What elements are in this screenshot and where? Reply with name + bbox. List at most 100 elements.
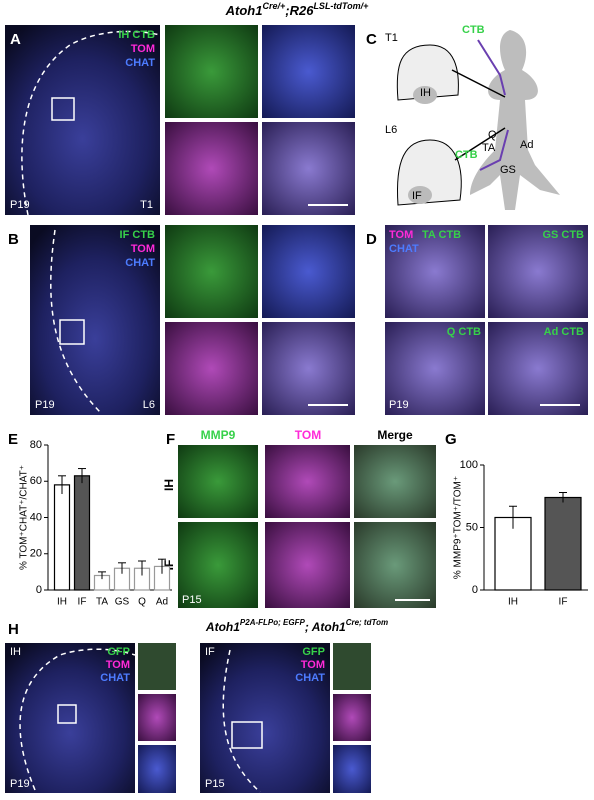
age-label: P19 <box>10 199 30 211</box>
inset-box <box>57 704 77 724</box>
image <box>165 122 258 215</box>
level-label: T1 <box>140 199 153 211</box>
figure-title: Atoh1Cre/+;R26LSL-tdTom/+ <box>225 1 369 18</box>
image <box>262 322 355 415</box>
outline <box>19 648 136 791</box>
y-tick-label: 20 <box>30 548 42 560</box>
bar <box>494 516 532 591</box>
title-sup: LSL-tdTom/+ <box>313 1 369 11</box>
panel-letter: C <box>366 31 377 48</box>
arrow <box>454 127 506 161</box>
channel-label: CHAT <box>100 672 130 684</box>
tracer-label: CTB <box>455 149 478 161</box>
age-label: P19 <box>389 399 409 411</box>
image <box>138 643 176 690</box>
inset-box <box>231 721 263 749</box>
channel-label: TOM <box>131 243 155 255</box>
panel-f: F MMP9 TOM Merge IH IF P15 <box>162 428 436 608</box>
title-part: ;R26 <box>285 3 314 18</box>
image <box>333 643 371 690</box>
channel-label: CHAT <box>389 243 419 255</box>
panel-letter: F <box>166 431 175 448</box>
y-tick-label: 40 <box>30 511 42 523</box>
arrow <box>451 69 506 98</box>
y-tick-label: 60 <box>30 475 42 487</box>
panel-letter: E <box>8 431 18 448</box>
x-tick-label: IF <box>559 597 568 608</box>
panel-h: H Atoh1P2A-FLPo; EGFP; Atoh1Cre; tdTom I… <box>5 618 388 793</box>
channel-label: TOM <box>389 229 413 241</box>
image <box>30 225 160 415</box>
image <box>354 522 436 608</box>
image <box>265 522 350 608</box>
channel-label: GFP <box>302 646 325 658</box>
x-tick-label: Q <box>138 597 146 608</box>
channel-label: IF CTB <box>120 229 155 241</box>
title-part: Atoh1 <box>205 620 240 634</box>
title-sup: Cre; tdTom <box>346 618 388 627</box>
region-label: IH <box>10 646 21 658</box>
channel-label: GS CTB <box>542 229 584 241</box>
image <box>333 745 371 793</box>
bar <box>544 496 582 591</box>
outline <box>222 649 261 793</box>
x-tick-label: IH <box>508 597 518 608</box>
image <box>385 322 485 415</box>
age-label: P15 <box>182 594 202 606</box>
panel-letter: A <box>10 31 21 48</box>
image <box>262 25 355 118</box>
x-tick-label: Ad <box>156 597 168 608</box>
outline <box>21 30 161 216</box>
muscle-label: Q <box>488 129 497 141</box>
y-tick-label: 0 <box>472 584 478 596</box>
row-label: IH <box>162 479 176 491</box>
title-sup: Cre/+ <box>262 1 286 11</box>
muscle-label: GS <box>500 164 516 176</box>
image <box>165 225 258 318</box>
title-part: Atoh1 <box>225 3 263 18</box>
channel-label: TOM <box>131 43 155 55</box>
panel-letter: H <box>8 621 19 638</box>
section-t1 <box>396 44 459 101</box>
channel-label: IH CTB <box>118 29 155 41</box>
image <box>265 445 350 518</box>
channel-label: CHAT <box>125 257 155 269</box>
y-tick-label: 0 <box>36 584 42 596</box>
y-axis-label: % MMP9⁺TOM⁺/TOM⁺ <box>453 476 464 579</box>
channel-label: CHAT <box>125 57 155 69</box>
image <box>165 322 258 415</box>
channel-label: Ad CTB <box>544 326 584 338</box>
panel-b: B IF CTB TOM CHAT P19 L6 <box>8 225 355 415</box>
section-label: L6 <box>385 124 397 136</box>
nucleus <box>413 86 437 104</box>
panel-a: A IH CTB TOM CHAT P19 T1 <box>5 25 355 216</box>
channel-label: TOM <box>106 659 130 671</box>
channel-label: GFP <box>107 646 130 658</box>
image <box>138 694 176 741</box>
title-part: ; Atoh1 <box>305 620 346 634</box>
panel-d: D TOM TA CTB CHAT GS CTB Q CTB Ad CTB P1… <box>366 225 588 415</box>
image <box>5 25 160 215</box>
muscle-label: TA <box>482 142 496 154</box>
image <box>488 225 588 318</box>
section-label: T1 <box>385 32 398 44</box>
bar <box>73 475 91 591</box>
image <box>385 225 485 318</box>
channel-label: TA CTB <box>422 229 461 241</box>
age-label: P19 <box>10 778 30 790</box>
column-label: Merge <box>377 428 413 442</box>
panel-letter: D <box>366 231 377 248</box>
row-label: IF <box>162 560 176 571</box>
image <box>165 25 258 118</box>
y-axis-label: % TOM⁺CHAT⁺/CHAT⁺ <box>19 465 30 570</box>
nucleus-label: IF <box>412 190 422 202</box>
x-tick-label: GS <box>115 597 130 608</box>
region-label: IF <box>205 646 215 658</box>
channel-label: Q CTB <box>447 326 481 338</box>
bar <box>53 484 71 591</box>
h-title: Atoh1P2A-FLPo; EGFP; Atoh1Cre; tdTom <box>205 618 388 634</box>
panel-c: C T1 IH L6 IF CTB CTB Q TA Ad GS <box>366 24 560 210</box>
age-label: P19 <box>35 399 55 411</box>
panel-letter: B <box>8 231 19 248</box>
image <box>178 445 258 518</box>
